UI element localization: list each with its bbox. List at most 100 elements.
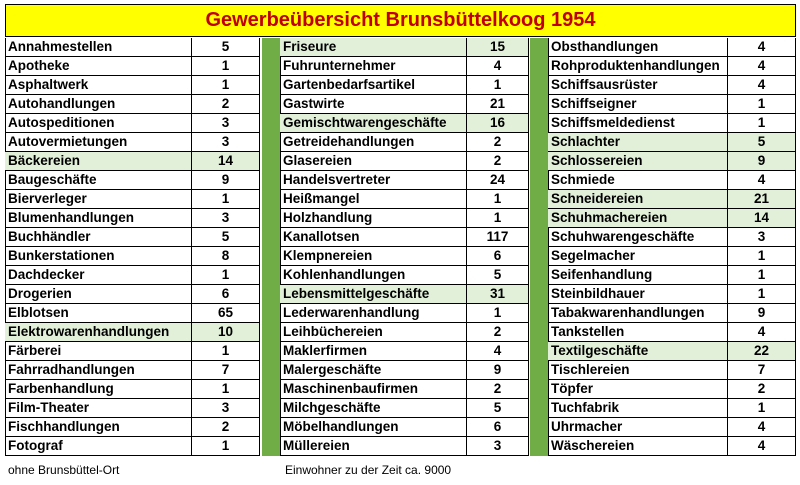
count-cell[interactable]: 1 (192, 342, 260, 361)
count-cell[interactable]: 4 (728, 57, 796, 76)
business-type-cell[interactable]: Lederwarenhandlung (280, 304, 467, 323)
count-cell[interactable]: 1 (728, 285, 796, 304)
business-type-cell[interactable]: Färberei (5, 342, 192, 361)
business-type-cell[interactable]: Uhrmacher (548, 418, 728, 437)
count-cell[interactable]: 1 (467, 304, 529, 323)
business-type-cell[interactable]: Tischlereien (548, 361, 728, 380)
business-type-cell[interactable]: Malergeschäfte (280, 361, 467, 380)
count-cell[interactable]: 14 (192, 152, 260, 171)
count-cell[interactable]: 1 (728, 266, 796, 285)
count-cell[interactable]: 2 (467, 380, 529, 399)
count-cell[interactable]: 1 (728, 247, 796, 266)
count-cell[interactable]: 1 (192, 190, 260, 209)
count-cell[interactable]: 5 (192, 38, 260, 57)
count-cell[interactable]: 22 (728, 342, 796, 361)
count-cell[interactable]: 14 (728, 209, 796, 228)
business-type-cell[interactable]: Schiffsausrüster (548, 76, 728, 95)
count-cell[interactable]: 3 (192, 209, 260, 228)
business-type-cell[interactable]: Rohproduktenhandlungen (548, 57, 728, 76)
business-type-cell[interactable]: Heißmangel (280, 190, 467, 209)
business-type-cell[interactable]: Film-Theater (5, 399, 192, 418)
business-type-cell[interactable]: Blumenhandlungen (5, 209, 192, 228)
business-type-cell[interactable]: Handelsvertreter (280, 171, 467, 190)
count-cell[interactable]: 1 (192, 437, 260, 456)
business-type-cell[interactable]: Textilgeschäfte (548, 342, 728, 361)
count-cell[interactable]: 3 (467, 437, 529, 456)
business-type-cell[interactable]: Apotheke (5, 57, 192, 76)
count-cell[interactable]: 3 (728, 228, 796, 247)
count-cell[interactable]: 5 (728, 133, 796, 152)
count-cell[interactable]: 21 (467, 95, 529, 114)
business-type-cell[interactable]: Autovermietungen (5, 133, 192, 152)
business-type-cell[interactable]: Dachdecker (5, 266, 192, 285)
count-cell[interactable]: 2 (467, 152, 529, 171)
business-type-cell[interactable]: Farbenhandlung (5, 380, 192, 399)
business-type-cell[interactable]: Lebensmittelgeschäfte (280, 285, 467, 304)
count-cell[interactable]: 3 (192, 133, 260, 152)
count-cell[interactable]: 5 (467, 399, 529, 418)
count-cell[interactable]: 2 (728, 380, 796, 399)
business-type-cell[interactable]: Glasereien (280, 152, 467, 171)
business-type-cell[interactable]: Maschinenbaufirmen (280, 380, 467, 399)
business-type-cell[interactable]: Töpfer (548, 380, 728, 399)
count-cell[interactable]: 6 (467, 418, 529, 437)
count-cell[interactable]: 1 (192, 266, 260, 285)
count-cell[interactable]: 8 (192, 247, 260, 266)
business-type-cell[interactable]: Klempnereien (280, 247, 467, 266)
business-type-cell[interactable]: Elblotsen (5, 304, 192, 323)
business-type-cell[interactable]: Möbelhandlungen (280, 418, 467, 437)
count-cell[interactable]: 9 (192, 171, 260, 190)
business-type-cell[interactable]: Kanallotsen (280, 228, 467, 247)
count-cell[interactable]: 4 (728, 437, 796, 456)
business-type-cell[interactable]: Schneidereien (548, 190, 728, 209)
count-cell[interactable]: 4 (728, 418, 796, 437)
business-type-cell[interactable]: Gastwirte (280, 95, 467, 114)
count-cell[interactable]: 6 (192, 285, 260, 304)
business-type-cell[interactable]: Bäckereien (5, 152, 192, 171)
business-type-cell[interactable]: Segelmacher (548, 247, 728, 266)
business-type-cell[interactable]: Autohandlungen (5, 95, 192, 114)
business-type-cell[interactable]: Buchhändler (5, 228, 192, 247)
business-type-cell[interactable]: Kohlenhandlungen (280, 266, 467, 285)
business-type-cell[interactable]: Milchgeschäfte (280, 399, 467, 418)
count-cell[interactable]: 2 (467, 323, 529, 342)
business-type-cell[interactable]: Getreidehandlungen (280, 133, 467, 152)
business-type-cell[interactable]: Schiffseigner (548, 95, 728, 114)
count-cell[interactable]: 9 (728, 152, 796, 171)
count-cell[interactable]: 65 (192, 304, 260, 323)
count-cell[interactable]: 3 (192, 399, 260, 418)
business-type-cell[interactable]: Autospeditionen (5, 114, 192, 133)
business-type-cell[interactable]: Asphaltwerk (5, 76, 192, 95)
business-type-cell[interactable]: Tuchfabrik (548, 399, 728, 418)
count-cell[interactable]: 1 (728, 95, 796, 114)
business-type-cell[interactable]: Wäschereien (548, 437, 728, 456)
count-cell[interactable]: 4 (728, 76, 796, 95)
business-type-cell[interactable]: Tankstellen (548, 323, 728, 342)
count-cell[interactable]: 9 (467, 361, 529, 380)
business-type-cell[interactable]: Schuhwarengeschäfte (548, 228, 728, 247)
business-type-cell[interactable]: Gartenbedarfsartikel (280, 76, 467, 95)
business-type-cell[interactable]: Obsthandlungen (548, 38, 728, 57)
count-cell[interactable]: 7 (192, 361, 260, 380)
business-type-cell[interactable]: Elektrowarenhandlungen (5, 323, 192, 342)
count-cell[interactable]: 31 (467, 285, 529, 304)
count-cell[interactable]: 15 (467, 38, 529, 57)
count-cell[interactable]: 1 (467, 76, 529, 95)
count-cell[interactable]: 1 (728, 114, 796, 133)
business-type-cell[interactable]: Bunkerstationen (5, 247, 192, 266)
business-type-cell[interactable]: Tabakwarenhandlungen (548, 304, 728, 323)
count-cell[interactable]: 1 (192, 76, 260, 95)
count-cell[interactable]: 2 (192, 418, 260, 437)
count-cell[interactable]: 1 (467, 190, 529, 209)
business-type-cell[interactable]: Drogerien (5, 285, 192, 304)
business-type-cell[interactable]: Fuhrunternehmer (280, 57, 467, 76)
business-type-cell[interactable]: Fahrradhandlungen (5, 361, 192, 380)
count-cell[interactable]: 1 (192, 57, 260, 76)
count-cell[interactable]: 5 (467, 266, 529, 285)
business-type-cell[interactable]: Schmiede (548, 171, 728, 190)
count-cell[interactable]: 4 (728, 323, 796, 342)
business-type-cell[interactable]: Friseure (280, 38, 467, 57)
count-cell[interactable]: 4 (467, 342, 529, 361)
count-cell[interactable]: 1 (728, 399, 796, 418)
count-cell[interactable]: 6 (467, 247, 529, 266)
